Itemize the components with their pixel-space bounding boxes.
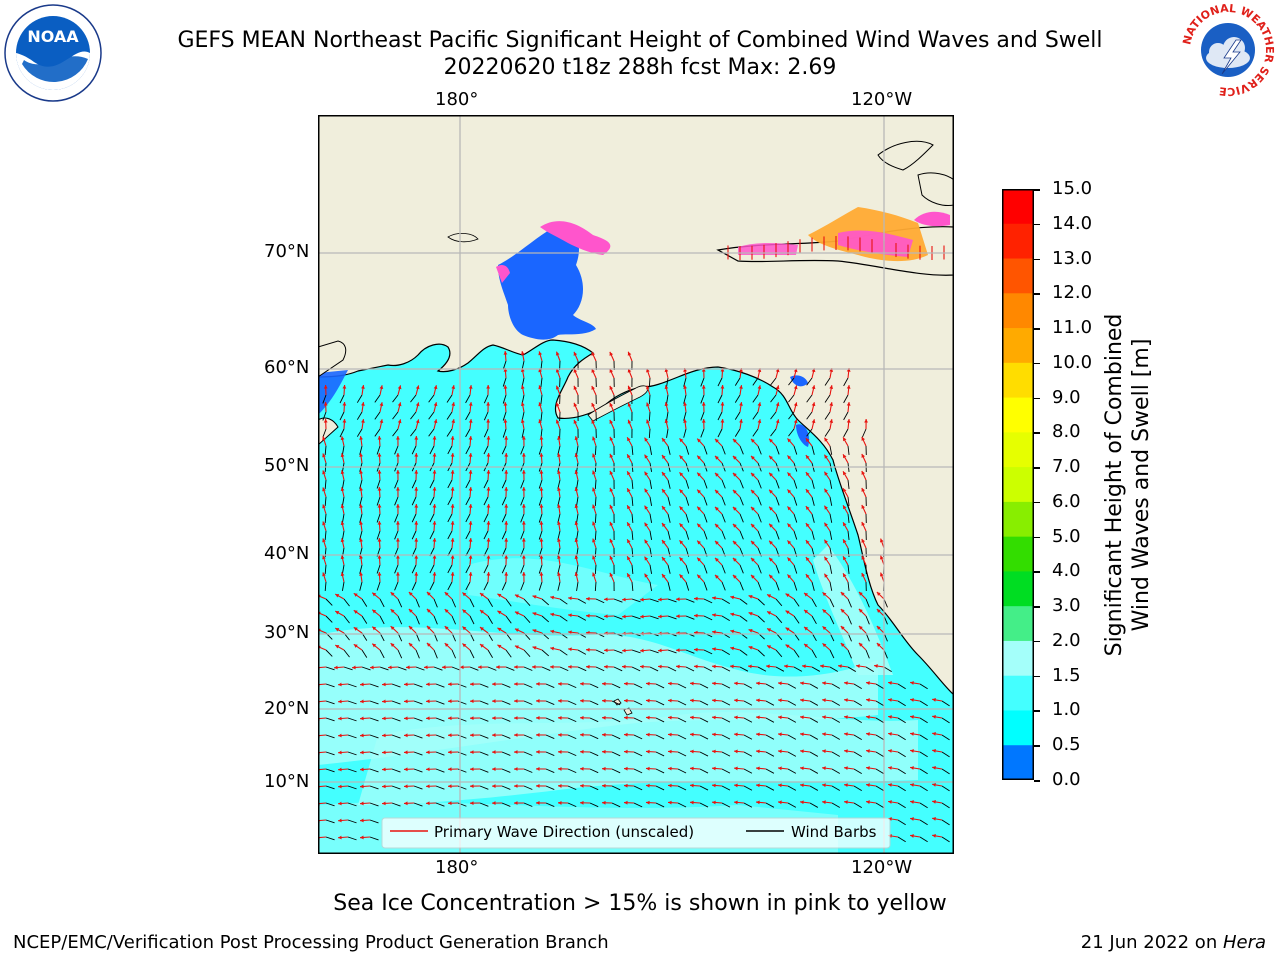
colorbar-tick-mark: [1034, 501, 1040, 504]
chart-subtitle: 20220620 t18z 288h fcst Max: 2.69: [443, 55, 837, 80]
colorbar-tick-mark: [1034, 675, 1040, 678]
colorbar-tick-mark: [1034, 258, 1040, 261]
lat-tick-60n: 60°N: [264, 357, 310, 378]
nws-logo: NATIONAL WEATHER SERVICE: [1178, 0, 1278, 100]
lon-tick-top-120w: 120°W: [851, 89, 913, 110]
colorbar-tick-label: 10.0: [1052, 351, 1093, 373]
colorbar-title-line1: Significant Height of Combined: [1102, 313, 1127, 657]
colorbar-tick-mark: [1034, 223, 1040, 226]
colorbar-segment: [1002, 258, 1034, 294]
noaa-logo-text: NOAA: [27, 27, 79, 46]
chukchi-sea: [498, 225, 596, 340]
colorbar-tick-mark: [1034, 780, 1040, 782]
lat-tick-70n: 70°N: [264, 241, 310, 262]
colorbar-segment: [1002, 710, 1034, 746]
colorbar-tick-mark: [1034, 467, 1040, 469]
colorbar-tick-label: 14.0: [1052, 212, 1093, 234]
map-frame: [318, 115, 954, 854]
footer-machine: Hera: [1222, 932, 1266, 953]
footer-date: 21 Jun 2022 on Hera: [1081, 932, 1266, 953]
colorbar-segment: [1002, 536, 1034, 572]
lat-tick-20n: 20°N: [264, 698, 310, 719]
colorbar-tick-mark: [1034, 293, 1040, 295]
wave-height-map: Primary Wave Direction (unscaled) Wind B…: [318, 115, 954, 854]
map-panel: Primary Wave Direction (unscaled) Wind B…: [318, 115, 954, 854]
land-alaska-canada: [318, 115, 954, 854]
colorbar-tick-label: 3.0: [1052, 595, 1081, 617]
colorbar-title-line2: Wind Waves and Swell [m]: [1129, 338, 1154, 632]
colorbar-tick-mark: [1034, 432, 1040, 434]
colorbar-segment: [1002, 362, 1034, 399]
colorbar-tick-label: 7.0: [1052, 456, 1081, 478]
lon-tick-bottom-120w: 120°W: [851, 857, 913, 878]
colorbar-segment: [1002, 675, 1034, 711]
sea-ice-note: Sea Ice Concentration > 15% is shown in …: [333, 891, 947, 916]
colorbar-tick-mark: [1034, 362, 1040, 365]
noaa-logo: NOAA: [4, 4, 102, 102]
sea-ice-pink: [838, 230, 913, 257]
colorbar-segment: [1002, 432, 1034, 468]
colorbar-tick-label: 12.0: [1052, 282, 1093, 304]
colorbar-tick-mark: [1034, 571, 1040, 573]
colorbar-tick-label: 6.0: [1052, 490, 1081, 512]
colorbar: [1002, 189, 1034, 781]
legend-wave-label: Primary Wave Direction (unscaled): [434, 823, 694, 841]
colorbar-segment: [1002, 745, 1034, 781]
colorbar-segment: [1002, 571, 1034, 607]
colorbar-tick-mark: [1034, 397, 1040, 400]
colorbar-tick-label: 4.0: [1052, 560, 1081, 582]
map-legend: Primary Wave Direction (unscaled) Wind B…: [381, 817, 891, 849]
colorbar-segment: [1002, 397, 1034, 433]
colorbar-tick-label: 13.0: [1052, 247, 1093, 269]
colorbar-tick-mark: [1034, 640, 1040, 643]
colorbar-segment: [1002, 606, 1034, 642]
legend-barb-label: Wind Barbs: [791, 823, 877, 841]
graticule: [318, 115, 954, 854]
colorbar-tick-label: 0.5: [1052, 734, 1081, 756]
chart-title: GEFS MEAN Northeast Pacific Significant …: [177, 28, 1103, 53]
colorbar-tick-mark: [1034, 606, 1040, 608]
colorbar-segment: [1002, 223, 1034, 260]
colorbar-tick-label: 11.0: [1052, 317, 1093, 339]
footer-date-text: 21 Jun 2022 on: [1080, 932, 1223, 953]
colorbar-tick-label: 1.5: [1052, 664, 1081, 686]
lat-tick-10n: 10°N: [264, 771, 310, 792]
colorbar-tick-label: 9.0: [1052, 386, 1081, 408]
footer-credit: NCEP/EMC/Verification Post Processing Pr…: [13, 932, 609, 953]
colorbar-segment: [1002, 640, 1034, 677]
colorbar-tick-mark: [1034, 189, 1040, 191]
colorbar-tick-mark: [1034, 745, 1040, 747]
colorbar-tick-label: 0.0: [1052, 769, 1081, 790]
colorbar-tick-label: 8.0: [1052, 421, 1081, 443]
lon-tick-top-180: 180°: [435, 89, 479, 110]
colorbar-segment: [1002, 501, 1034, 538]
lat-tick-30n: 30°N: [264, 622, 310, 643]
colorbar-tick-label: 15.0: [1052, 178, 1093, 199]
colorbar-tick-label: 5.0: [1052, 525, 1081, 547]
colorbar-segment: [1002, 328, 1034, 364]
colorbar-tick-mark: [1034, 328, 1040, 330]
lon-tick-bottom-180: 180°: [435, 857, 479, 878]
lat-tick-50n: 50°N: [264, 455, 310, 476]
colorbar-tick-label: 1.0: [1052, 699, 1081, 721]
lat-tick-40n: 40°N: [264, 543, 310, 564]
colorbar-tick-mark: [1034, 710, 1040, 712]
colorbar-segment: [1002, 467, 1034, 503]
colorbar-segment: [1002, 293, 1034, 329]
colorbar-segment: [1002, 189, 1034, 225]
colorbar-tick-label: 2.0: [1052, 629, 1081, 651]
colorbar-tick-mark: [1034, 536, 1040, 539]
